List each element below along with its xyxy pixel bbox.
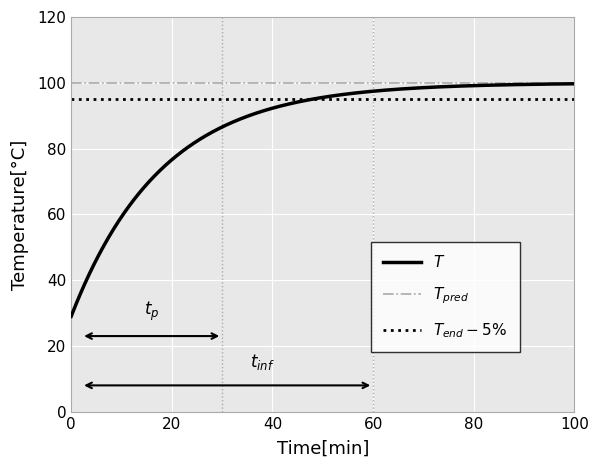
Text: $t_{inf}$: $t_{inf}$: [250, 352, 275, 372]
Legend: $T$, $T_{pred}$, $T_{end}-5\%$: $T$, $T_{pred}$, $T_{end}-5\%$: [371, 242, 520, 352]
Y-axis label: Temperature[°C]: Temperature[°C]: [11, 139, 29, 289]
X-axis label: Time[min]: Time[min]: [277, 440, 369, 458]
Text: $t_p$: $t_p$: [144, 300, 160, 323]
